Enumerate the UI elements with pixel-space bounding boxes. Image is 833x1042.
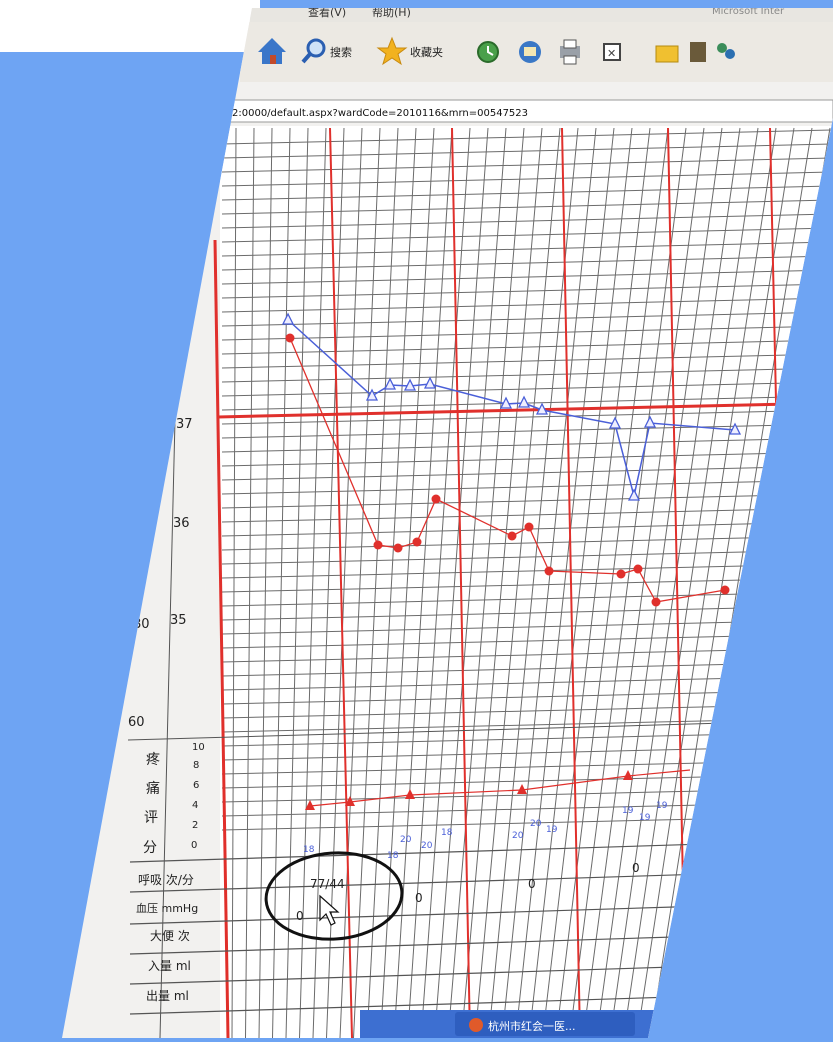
stool-value: 0 xyxy=(528,877,536,891)
pulse-point xyxy=(393,543,403,553)
temperature-point xyxy=(383,377,397,390)
pain-score-label: 疼 痛 评 分 xyxy=(143,752,160,856)
stool-value: 0 xyxy=(415,891,423,905)
pulse-point xyxy=(285,333,295,343)
resp-value: 19 xyxy=(639,813,651,823)
pulse-point xyxy=(544,566,554,576)
temperature-point xyxy=(627,488,641,501)
pulse-point xyxy=(373,540,383,550)
taskbar-window-label[interactable]: 杭州市红会一医... xyxy=(488,1019,576,1033)
mouse-cursor-icon xyxy=(319,894,340,926)
svg-text:痛: 痛 xyxy=(146,780,160,797)
favorites-button-label[interactable]: 收藏夹 xyxy=(410,45,443,59)
star-icon[interactable] xyxy=(376,36,408,66)
history-icon[interactable] xyxy=(477,41,499,63)
temperature-point xyxy=(423,376,437,389)
row-label-stool: 大便 次 xyxy=(150,929,190,943)
mail-icon[interactable] xyxy=(519,41,541,63)
pain-score-point xyxy=(623,770,633,780)
pain-scale-ticks: 10 8 6 4 2 0 xyxy=(191,742,205,851)
folder-icon[interactable] xyxy=(655,45,679,63)
resp-value: 18 xyxy=(387,851,399,861)
temp-tick-35: 35 xyxy=(170,613,187,628)
pulse-point xyxy=(524,522,534,532)
pain-score-point xyxy=(517,784,527,794)
resp-value: 20 xyxy=(530,819,542,829)
resp-value: 20 xyxy=(421,841,433,851)
edit-icon[interactable]: ✕ xyxy=(603,43,621,61)
row-label-respiration: 呼吸 次/分 xyxy=(138,873,194,887)
svg-text:2: 2 xyxy=(192,820,198,831)
menu-bar xyxy=(250,8,833,22)
resp-value: 19 xyxy=(546,825,558,835)
stool-value: 0 xyxy=(632,861,640,875)
pulse-tick-80: 80 xyxy=(133,617,150,632)
window-title: Microsoft Inter xyxy=(712,6,785,17)
stool-value: 0 xyxy=(296,909,304,923)
svg-text:分: 分 xyxy=(143,840,157,856)
temperature-point xyxy=(499,396,513,409)
temp-tick-37: 37 xyxy=(176,417,193,432)
bp-value: 77/44 xyxy=(310,877,345,891)
pulse-point xyxy=(412,537,422,547)
svg-text:6: 6 xyxy=(193,780,199,791)
pulse-point xyxy=(651,597,661,607)
temperature-point xyxy=(365,388,379,401)
resp-value: 19 xyxy=(656,801,668,811)
temperature-point xyxy=(728,422,742,435)
pulse-point xyxy=(431,494,441,504)
pain-score-point xyxy=(345,796,355,806)
temperature-point xyxy=(517,395,531,408)
svg-text:10: 10 xyxy=(192,742,205,753)
resp-value: 20 xyxy=(512,831,524,841)
temperature-point xyxy=(608,416,622,429)
print-icon[interactable] xyxy=(560,39,580,65)
resp-value: 18 xyxy=(303,845,315,855)
svg-text:0: 0 xyxy=(191,840,197,851)
pain-score-point xyxy=(305,800,315,810)
pulse-curve xyxy=(285,333,730,607)
pain-score-curve xyxy=(305,769,691,810)
search-icon[interactable] xyxy=(301,38,326,64)
highlight-circle xyxy=(264,851,404,941)
temperature-point xyxy=(643,415,657,428)
svg-text:✕: ✕ xyxy=(607,47,616,60)
svg-text:疼: 疼 xyxy=(146,752,160,768)
pulse-tick-60: 60 xyxy=(128,715,145,730)
pain-score-point xyxy=(405,789,415,799)
corner-white-panel xyxy=(0,0,260,52)
temperature-point xyxy=(535,402,549,415)
row-label-output: 出量 ml xyxy=(146,989,189,1003)
resp-value: 18 xyxy=(441,828,453,838)
resp-value: 19 xyxy=(622,806,634,816)
home-icon[interactable] xyxy=(258,38,286,64)
svg-text:4: 4 xyxy=(192,800,198,811)
resp-value: 20 xyxy=(400,835,412,845)
app-icon xyxy=(469,1018,483,1032)
row-label-intake: 入量 ml xyxy=(148,959,191,973)
pulse-point xyxy=(616,569,626,579)
address-url[interactable]: 2:0000/default.aspx?wardCode=2010116&mrn… xyxy=(232,108,528,119)
label-panel-divider xyxy=(159,419,176,1038)
temperature-point xyxy=(281,312,295,325)
pulse-point xyxy=(633,564,643,574)
taskbar-window-button[interactable] xyxy=(455,1012,635,1036)
messenger-icon[interactable] xyxy=(690,42,706,62)
pulse-point xyxy=(720,585,730,595)
temp-tick-36: 36 xyxy=(173,516,190,531)
left-axis-line xyxy=(213,239,230,1038)
row-label-blood-pressure: 血压 mmHg xyxy=(136,901,198,915)
respiration-values: 18 18 20 20 18 20 20 19 19 19 19 xyxy=(303,801,668,861)
svg-text:8: 8 xyxy=(193,760,199,771)
svg-text:评: 评 xyxy=(144,810,158,826)
people-icon[interactable] xyxy=(717,43,735,59)
menu-help[interactable]: 帮助(H) xyxy=(372,5,411,19)
temperature-point xyxy=(403,378,417,391)
pulse-point xyxy=(507,531,517,541)
temperature-curve xyxy=(281,312,742,501)
search-button-label[interactable]: 搜索 xyxy=(330,45,352,59)
menu-view[interactable]: 查看(V) xyxy=(308,5,346,19)
